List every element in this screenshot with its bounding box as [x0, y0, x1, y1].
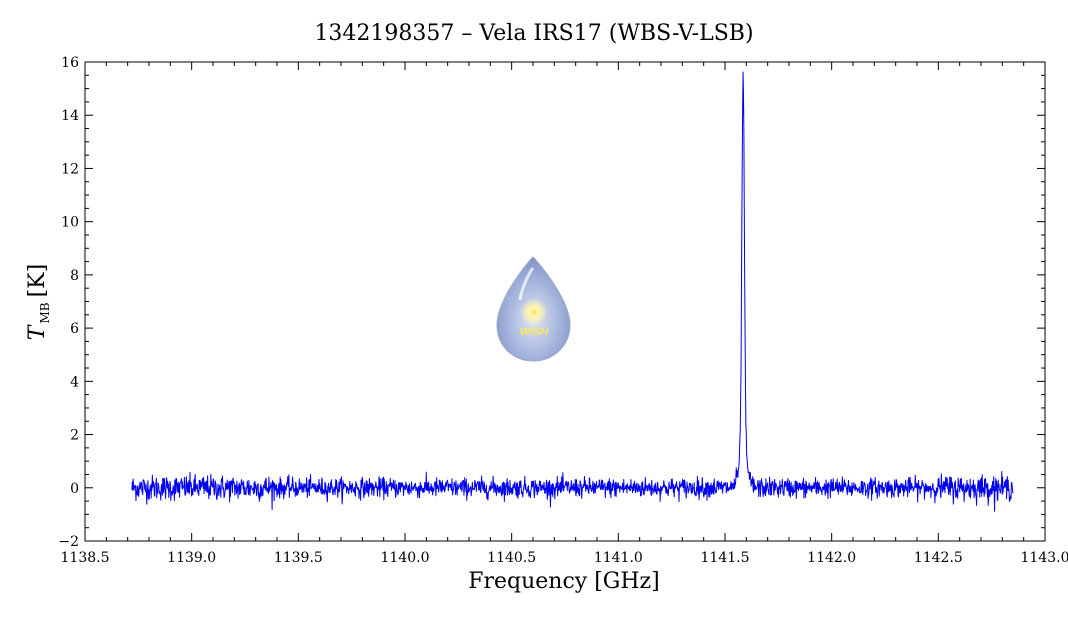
- wish-logo: ✶ WISH: [496, 256, 571, 362]
- y-tick-label: 6: [70, 321, 79, 337]
- chart-title: 1342198357 – Vela IRS17 (WBS-V-LSB): [314, 21, 753, 46]
- y-tick-label: 2: [70, 428, 79, 444]
- y-axis-unit: [K]: [25, 264, 50, 298]
- x-axis-label: Frequency [GHz]: [468, 569, 660, 594]
- y-tick-labels: −2 0 2 4 6 8 10 12 14 16: [58, 55, 79, 550]
- x-tick-label: 1140.5: [487, 550, 536, 566]
- x-tick-label: 1140.0: [381, 550, 430, 566]
- y-axis-subscript: MB: [38, 302, 52, 323]
- y-axis-label: TMB [K]: [25, 264, 52, 340]
- x-tick-label: 1143.0: [1021, 550, 1068, 566]
- axis-ticks: [84, 61, 1046, 542]
- y-tick-label: −2: [58, 534, 79, 550]
- star-icon: ✶: [527, 303, 540, 322]
- x-tick-labels: 1138.5 1139.0 1139.5 1140.0 1140.5 1141.0 1141…: [61, 550, 1068, 566]
- x-tick-label: 1139.5: [274, 550, 323, 566]
- plot-frame: [84, 61, 1046, 542]
- y-tick-label: 16: [61, 55, 79, 71]
- x-tick-label: 1141.0: [594, 550, 643, 566]
- y-axis-symbol: T: [25, 323, 50, 340]
- y-tick-label: 4: [70, 374, 79, 390]
- y-tick-label: 10: [61, 215, 79, 231]
- x-tick-label: 1142.5: [914, 550, 963, 566]
- spectrum-series-line: [131, 71, 1014, 512]
- x-tick-label: 1138.5: [61, 550, 110, 566]
- x-tick-label: 1142.0: [807, 550, 856, 566]
- wish-logo-text: WISH: [520, 326, 550, 338]
- star-glow-icon: [520, 298, 548, 326]
- y-tick-label: 0: [70, 481, 79, 497]
- x-tick-label: 1141.5: [701, 550, 750, 566]
- y-tick-label: 12: [61, 161, 79, 177]
- y-tick-label: 8: [70, 268, 79, 284]
- y-tick-label: 14: [61, 108, 79, 124]
- svg-text:TMB[K]: TMB [K]: [25, 264, 52, 340]
- x-tick-label: 1139.0: [167, 550, 216, 566]
